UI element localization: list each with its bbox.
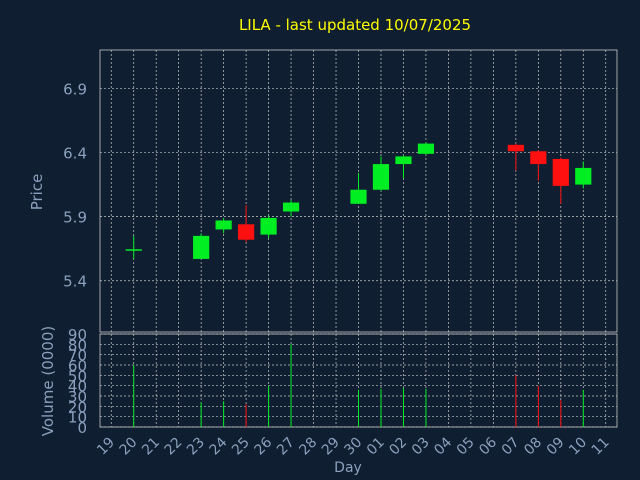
candlestick xyxy=(395,155,412,179)
candle-body xyxy=(193,235,210,259)
candle-body xyxy=(238,224,255,240)
price-tick-label: 6.9 xyxy=(63,80,87,98)
candle-body xyxy=(372,164,390,190)
candle-body xyxy=(350,189,367,204)
price-panel: 5.4 5.9 6.4 6.9 xyxy=(63,49,618,333)
price-axis-label: Price xyxy=(28,174,46,211)
volume-tick-label: 90 xyxy=(68,326,87,344)
volume-tick-label: 60 xyxy=(68,357,87,375)
volume-tick-label: 20 xyxy=(68,398,87,416)
candlestick xyxy=(575,161,592,189)
candle-body xyxy=(507,144,524,152)
x-axis-label: Day xyxy=(334,460,362,476)
candlestick xyxy=(417,142,435,156)
candlestick xyxy=(215,217,232,234)
candle-body xyxy=(575,167,592,185)
candle-body xyxy=(530,151,547,165)
volume-tick-label: 70 xyxy=(68,347,87,365)
candlestick xyxy=(238,205,255,243)
candle-body xyxy=(417,143,435,154)
candlestick xyxy=(530,149,547,181)
candle-body xyxy=(260,217,277,235)
candlestick xyxy=(125,235,142,259)
candlestick xyxy=(350,173,367,204)
candlestick xyxy=(282,199,300,217)
price-tick-label: 6.4 xyxy=(63,145,87,163)
candlestick xyxy=(507,143,524,171)
candlestick xyxy=(552,157,569,204)
candlestick xyxy=(193,233,210,259)
volume-axis-label: Volume (0000) xyxy=(39,326,57,436)
price-tick-label: 5.4 xyxy=(63,273,87,291)
volume-tick-label: 80 xyxy=(68,336,87,354)
x-axis: 1920212223242526272829300102030405060708… xyxy=(94,434,612,458)
volume-tick-label: 10 xyxy=(68,409,87,427)
volume-tick-label: 0 xyxy=(77,419,87,437)
volume-tick-label: 40 xyxy=(68,378,87,396)
candle-body xyxy=(552,158,569,186)
volume-tick-label: 30 xyxy=(68,388,87,406)
chart-title: LILA - last updated 10/07/2025 xyxy=(239,16,471,34)
candle-body xyxy=(282,202,300,212)
volume-tick-label: 50 xyxy=(68,367,87,385)
price-tick-label: 5.9 xyxy=(63,209,87,227)
candle-body xyxy=(215,220,232,230)
candle-body xyxy=(395,156,412,165)
candlestick xyxy=(372,156,390,191)
candlestick xyxy=(260,215,277,239)
